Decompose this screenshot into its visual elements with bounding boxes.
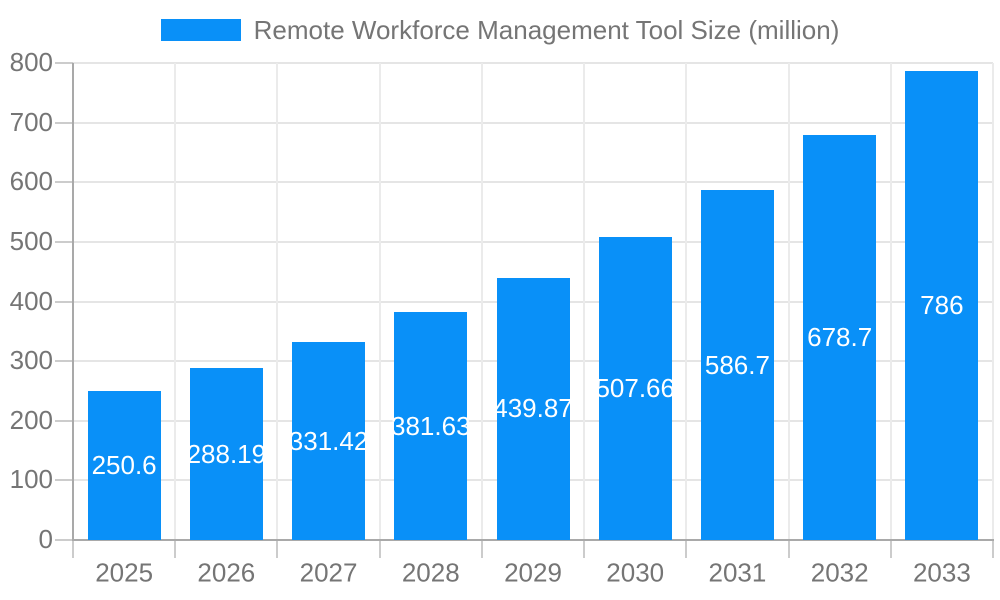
gridline-vertical xyxy=(378,63,381,540)
x-tick-label: 2032 xyxy=(810,557,869,588)
x-tick xyxy=(480,540,483,558)
x-tick xyxy=(889,540,892,558)
y-axis-line xyxy=(72,63,74,540)
gridline-vertical xyxy=(992,63,994,540)
y-tick xyxy=(55,62,73,64)
y-tick xyxy=(55,121,73,124)
y-tick xyxy=(55,360,73,363)
x-tick-label: 2031 xyxy=(708,557,767,588)
y-tick xyxy=(55,479,73,482)
x-tick-label: 2030 xyxy=(606,557,665,588)
x-tick xyxy=(787,540,790,558)
gridline-vertical xyxy=(480,63,483,540)
bar[interactable]: 288.19 xyxy=(187,368,266,540)
legend-swatch xyxy=(160,19,241,41)
y-tick-label: 700 xyxy=(9,106,53,137)
bar-value-label: 439.87 xyxy=(493,393,573,424)
x-tick xyxy=(72,540,74,558)
y-tick-label: 500 xyxy=(9,225,53,256)
bar-value-label: 381.63 xyxy=(391,410,471,441)
gridline-horizontal xyxy=(73,121,993,124)
x-tick xyxy=(378,540,381,558)
bar-value-label: 786 xyxy=(920,290,964,321)
gridline-vertical xyxy=(583,63,586,540)
x-tick xyxy=(685,540,688,558)
x-tick-label: 2033 xyxy=(912,557,971,588)
y-tick-label: 800 xyxy=(9,46,53,77)
bar[interactable]: 786 xyxy=(905,71,979,540)
bar[interactable]: 439.87 xyxy=(493,277,573,540)
bar[interactable]: 678.7 xyxy=(803,135,877,540)
legend-item[interactable]: Remote Workforce Management Tool Size (m… xyxy=(0,8,1000,52)
gridline-horizontal xyxy=(73,240,993,243)
y-tick xyxy=(55,419,73,422)
bar[interactable]: 507.66 xyxy=(595,237,675,540)
gridline-vertical xyxy=(889,63,892,540)
x-tick-label: 2026 xyxy=(197,557,256,588)
x-tick-label: 2028 xyxy=(401,557,460,588)
gridline-horizontal xyxy=(73,62,993,64)
bar-value-label: 586.7 xyxy=(704,349,770,380)
bar[interactable]: 381.63 xyxy=(391,312,471,540)
x-tick xyxy=(276,540,279,558)
y-tick-label: 200 xyxy=(9,404,53,435)
gridline-vertical xyxy=(174,63,177,540)
bar-value-label: 331.42 xyxy=(288,425,369,456)
gridline-vertical xyxy=(787,63,790,540)
x-tick-label: 2025 xyxy=(95,557,154,588)
y-tick-label: 100 xyxy=(9,464,53,495)
y-tick-label: 0 xyxy=(38,523,53,554)
gridline-vertical xyxy=(685,63,688,540)
x-tick-label: 2029 xyxy=(504,557,562,588)
x-tick xyxy=(174,540,177,558)
x-tick xyxy=(992,540,994,558)
bar[interactable]: 250.6 xyxy=(87,390,161,540)
bar-value-label: 250.6 xyxy=(91,449,157,480)
legend-label: Remote Workforce Management Tool Size (m… xyxy=(253,14,840,45)
gridline-horizontal xyxy=(73,181,993,184)
bar[interactable]: 331.42 xyxy=(289,342,368,540)
y-tick xyxy=(55,240,73,243)
bar[interactable]: 586.7 xyxy=(700,190,774,540)
bar-value-label: 678.7 xyxy=(807,322,873,353)
bar-value-label: 507.66 xyxy=(595,373,675,404)
x-tick xyxy=(583,540,586,558)
bar-value-label: 288.19 xyxy=(186,438,267,469)
y-tick-label: 300 xyxy=(9,345,53,376)
y-tick xyxy=(55,539,73,541)
y-tick-label: 600 xyxy=(9,166,53,197)
y-tick xyxy=(55,181,73,184)
y-tick-label: 400 xyxy=(9,285,53,316)
x-tick-label: 2027 xyxy=(299,557,358,588)
x-axis-line xyxy=(72,539,994,541)
gridline-vertical xyxy=(276,63,279,540)
y-tick xyxy=(55,300,73,303)
